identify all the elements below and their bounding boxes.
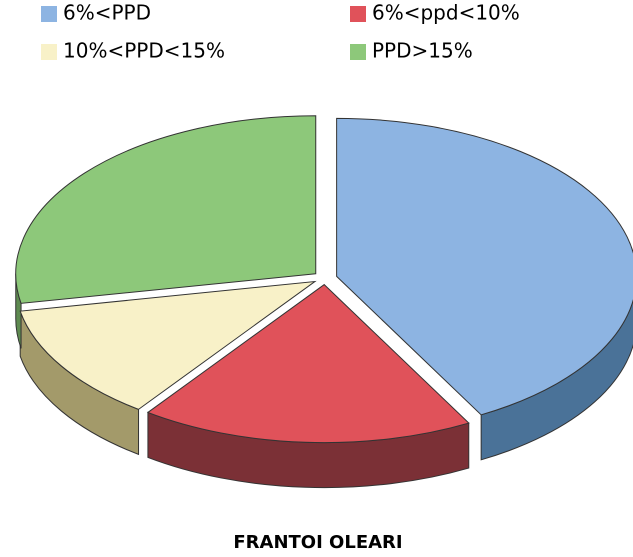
chart-title: FRANTOI OLEARI xyxy=(233,532,402,553)
legend-swatch xyxy=(41,6,57,22)
legend-label: 6%<PPD xyxy=(63,1,151,25)
slice xyxy=(19,280,317,410)
slice-tops xyxy=(15,115,633,444)
legend-label: 6%<ppd<10% xyxy=(372,1,520,25)
legend-label: PPD>15% xyxy=(372,39,473,63)
slice-walls xyxy=(15,273,633,489)
legend-swatch xyxy=(41,44,57,60)
legend-label: 10%<PPD<15% xyxy=(63,39,225,63)
legend-swatch xyxy=(350,6,366,22)
slice xyxy=(146,283,470,444)
slice xyxy=(336,117,633,416)
slice xyxy=(15,115,317,304)
legend-swatch xyxy=(350,44,366,60)
